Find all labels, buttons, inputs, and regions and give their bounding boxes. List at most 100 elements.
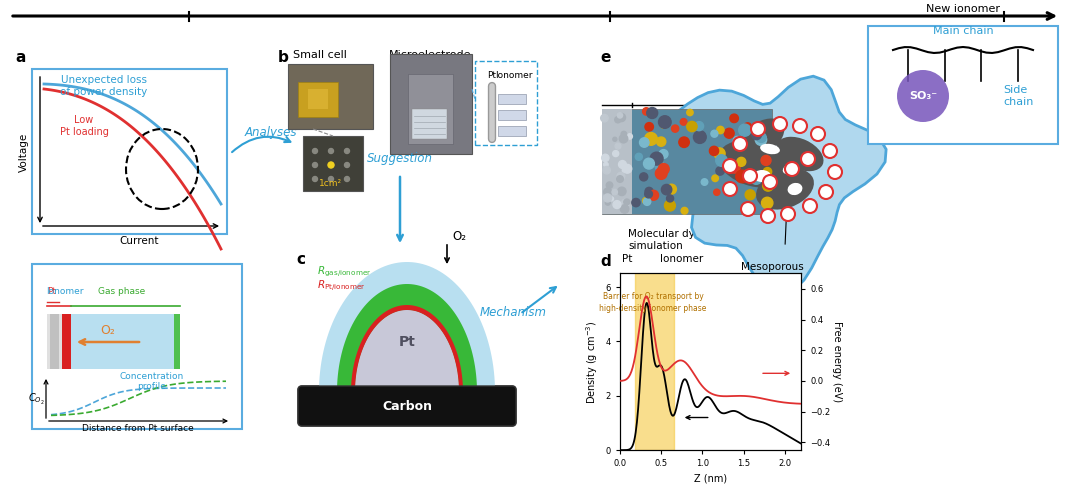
Circle shape	[645, 187, 653, 196]
Circle shape	[730, 114, 739, 122]
Circle shape	[620, 205, 629, 213]
Circle shape	[606, 182, 612, 188]
Circle shape	[739, 124, 751, 136]
Text: Pt: Pt	[622, 254, 633, 264]
Circle shape	[751, 122, 765, 136]
Circle shape	[761, 197, 773, 209]
Circle shape	[661, 184, 672, 195]
Text: Pt: Pt	[399, 335, 416, 349]
Circle shape	[761, 155, 771, 166]
Bar	[635, 273, 674, 450]
Bar	[498, 110, 526, 120]
Text: $R_\mathrm{Pt/ionomer}$: $R_\mathrm{Pt/ionomer}$	[318, 279, 366, 294]
Text: Distance from Pt surface: Distance from Pt surface	[82, 424, 194, 433]
Polygon shape	[337, 284, 477, 392]
Circle shape	[312, 163, 318, 167]
Circle shape	[744, 123, 752, 131]
Text: New ionomer: New ionomer	[926, 4, 1000, 14]
Circle shape	[639, 173, 648, 181]
Circle shape	[624, 199, 630, 205]
Text: Small cell: Small cell	[293, 50, 347, 60]
Ellipse shape	[718, 140, 792, 188]
Ellipse shape	[735, 119, 784, 160]
Text: Mesoporous
support: Mesoporous support	[741, 262, 804, 284]
Circle shape	[785, 162, 799, 176]
Circle shape	[656, 167, 667, 180]
Circle shape	[897, 70, 949, 122]
Ellipse shape	[760, 144, 780, 154]
Circle shape	[811, 127, 825, 141]
Text: $C_{O_2}$: $C_{O_2}$	[28, 392, 44, 407]
Ellipse shape	[783, 164, 797, 174]
Circle shape	[752, 130, 761, 140]
Text: Current: Current	[119, 236, 159, 246]
Circle shape	[756, 133, 766, 142]
Circle shape	[602, 154, 609, 162]
Text: Molecular dynamics
simulation: Molecular dynamics simulation	[627, 229, 732, 251]
Circle shape	[672, 125, 678, 132]
Circle shape	[735, 170, 748, 183]
Text: e: e	[600, 50, 610, 65]
Circle shape	[712, 175, 718, 182]
Circle shape	[679, 137, 689, 148]
Y-axis label: Density (g cm$^{-3}$): Density (g cm$^{-3}$)	[584, 320, 600, 404]
Circle shape	[604, 162, 608, 167]
Text: 2020: 2020	[987, 0, 1022, 3]
Circle shape	[701, 179, 707, 185]
Y-axis label: Free energy (eV): Free energy (eV)	[832, 321, 841, 402]
Circle shape	[312, 177, 318, 182]
Text: Carbon: Carbon	[382, 399, 432, 412]
Polygon shape	[319, 262, 495, 392]
Circle shape	[604, 188, 611, 196]
Circle shape	[681, 207, 688, 214]
Circle shape	[801, 152, 815, 166]
Circle shape	[716, 166, 725, 175]
Circle shape	[755, 134, 767, 145]
Circle shape	[623, 165, 632, 173]
Text: Side
chain: Side chain	[1003, 85, 1034, 107]
Circle shape	[658, 164, 670, 174]
Circle shape	[645, 122, 653, 131]
Circle shape	[618, 113, 622, 118]
Circle shape	[823, 144, 837, 158]
Text: Options: Options	[623, 166, 669, 179]
Circle shape	[609, 197, 613, 201]
Circle shape	[312, 149, 318, 153]
Bar	[498, 94, 526, 104]
Circle shape	[644, 158, 654, 169]
Text: Pt: Pt	[48, 287, 56, 296]
Circle shape	[716, 155, 727, 166]
Circle shape	[659, 150, 667, 158]
Text: 2015: 2015	[593, 0, 627, 3]
Circle shape	[328, 177, 334, 182]
Circle shape	[741, 202, 755, 216]
Circle shape	[617, 176, 623, 182]
Circle shape	[345, 177, 350, 182]
Text: O₂: O₂	[453, 230, 465, 243]
Circle shape	[617, 172, 624, 180]
Text: Ionomer: Ionomer	[46, 287, 84, 296]
Circle shape	[717, 126, 724, 134]
Circle shape	[657, 137, 665, 146]
Circle shape	[660, 120, 669, 128]
Bar	[308, 89, 328, 109]
Bar	[602, 109, 632, 214]
Circle shape	[612, 151, 619, 157]
Bar	[298, 82, 338, 117]
Circle shape	[616, 143, 621, 149]
Circle shape	[733, 136, 741, 144]
Text: Carbon: Carbon	[382, 399, 432, 412]
Ellipse shape	[777, 137, 824, 171]
Circle shape	[618, 113, 625, 121]
Text: Ionomer: Ionomer	[496, 71, 532, 80]
Circle shape	[725, 128, 734, 138]
Text: Analyses: Analyses	[245, 126, 297, 139]
Bar	[288, 64, 373, 129]
Bar	[390, 54, 472, 154]
Circle shape	[693, 131, 706, 143]
Text: Ionomer: Ionomer	[660, 254, 703, 264]
Circle shape	[694, 121, 703, 131]
Circle shape	[666, 195, 674, 202]
Circle shape	[606, 200, 610, 205]
FancyBboxPatch shape	[298, 386, 516, 426]
